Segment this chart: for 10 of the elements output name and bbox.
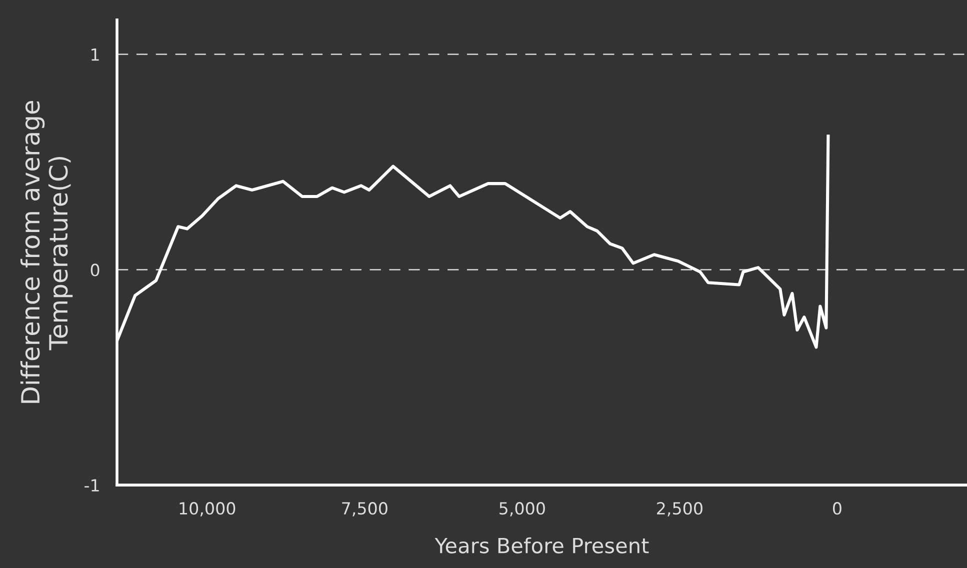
x-tick-label: 5,000	[500, 502, 545, 516]
x-axis-title: Years Before Present	[434, 537, 649, 554]
y-tick-label: 1	[92, 48, 99, 61]
y-tick-label: -1	[84, 479, 99, 492]
x-tick-label: 2,500	[657, 502, 702, 516]
x-tick-label: 0	[833, 502, 842, 515]
x-tick-label: 10,000	[180, 502, 236, 516]
y-tick-label: 0	[90, 264, 100, 276]
x-tick-label: 7,500	[342, 502, 388, 516]
y-axis-title: Difference from average Temperature(C)	[20, 100, 73, 403]
